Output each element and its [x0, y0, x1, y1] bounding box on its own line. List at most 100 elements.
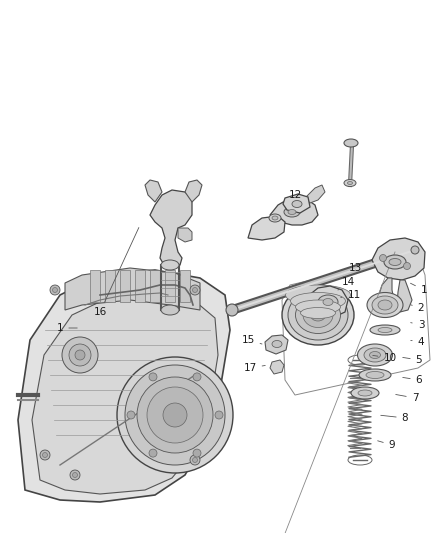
Ellipse shape: [389, 259, 401, 265]
Circle shape: [69, 344, 91, 366]
Circle shape: [42, 453, 47, 457]
Ellipse shape: [378, 300, 392, 310]
Ellipse shape: [351, 387, 379, 399]
Text: 16: 16: [93, 228, 139, 317]
Text: 13: 13: [342, 263, 362, 278]
Circle shape: [192, 287, 198, 293]
Ellipse shape: [364, 348, 386, 362]
Ellipse shape: [318, 295, 338, 309]
Circle shape: [379, 254, 386, 262]
Text: 1: 1: [410, 283, 427, 295]
Ellipse shape: [366, 372, 384, 378]
Circle shape: [75, 350, 85, 360]
Ellipse shape: [359, 369, 391, 381]
Circle shape: [53, 287, 57, 293]
Ellipse shape: [292, 200, 302, 207]
Circle shape: [62, 337, 98, 373]
Ellipse shape: [344, 139, 358, 147]
Text: 17: 17: [244, 363, 265, 373]
Ellipse shape: [357, 344, 392, 366]
Ellipse shape: [296, 296, 340, 334]
Ellipse shape: [300, 308, 336, 319]
Circle shape: [137, 377, 213, 453]
Text: 5: 5: [403, 355, 422, 365]
Polygon shape: [270, 198, 318, 225]
Circle shape: [149, 373, 157, 381]
Ellipse shape: [284, 207, 300, 217]
Ellipse shape: [290, 293, 346, 310]
Text: 9: 9: [378, 440, 396, 450]
Ellipse shape: [296, 300, 340, 314]
Text: 14: 14: [338, 277, 355, 290]
Polygon shape: [306, 286, 348, 318]
Ellipse shape: [384, 255, 406, 269]
Polygon shape: [397, 280, 412, 312]
Polygon shape: [150, 190, 192, 268]
Ellipse shape: [311, 309, 325, 321]
Circle shape: [190, 455, 200, 465]
Circle shape: [70, 470, 80, 480]
Polygon shape: [305, 185, 325, 203]
Ellipse shape: [344, 180, 356, 187]
Ellipse shape: [288, 290, 348, 340]
Ellipse shape: [269, 214, 281, 222]
Ellipse shape: [286, 285, 350, 305]
Polygon shape: [180, 270, 190, 302]
Circle shape: [50, 285, 60, 295]
Text: 10: 10: [373, 353, 396, 363]
Polygon shape: [32, 294, 218, 494]
Circle shape: [163, 403, 187, 427]
Circle shape: [40, 450, 50, 460]
Text: 12: 12: [288, 190, 302, 200]
Ellipse shape: [303, 303, 333, 327]
Polygon shape: [185, 180, 202, 202]
Ellipse shape: [347, 182, 353, 184]
Text: 8: 8: [381, 413, 408, 423]
Circle shape: [149, 449, 157, 457]
Polygon shape: [265, 335, 288, 354]
Polygon shape: [150, 270, 160, 302]
Circle shape: [190, 285, 200, 295]
Text: 3: 3: [411, 320, 424, 330]
Polygon shape: [90, 270, 100, 302]
Ellipse shape: [370, 325, 400, 335]
Circle shape: [193, 449, 201, 457]
Polygon shape: [105, 270, 115, 302]
Ellipse shape: [272, 216, 278, 220]
Circle shape: [125, 365, 225, 465]
Circle shape: [215, 411, 223, 419]
Text: 6: 6: [403, 375, 422, 385]
Ellipse shape: [272, 341, 282, 348]
Ellipse shape: [358, 390, 372, 396]
Text: 7: 7: [396, 393, 418, 403]
Circle shape: [117, 357, 233, 473]
Circle shape: [192, 457, 198, 463]
Circle shape: [411, 246, 419, 254]
Polygon shape: [283, 194, 310, 213]
Polygon shape: [372, 238, 425, 280]
Polygon shape: [65, 268, 200, 310]
Circle shape: [193, 373, 201, 381]
Text: 2: 2: [411, 303, 424, 313]
Circle shape: [403, 262, 410, 270]
Ellipse shape: [161, 260, 179, 270]
Ellipse shape: [161, 305, 179, 315]
Circle shape: [127, 411, 135, 419]
Ellipse shape: [323, 298, 333, 305]
Ellipse shape: [367, 293, 403, 318]
Ellipse shape: [288, 209, 296, 214]
Text: 1: 1: [57, 323, 77, 333]
Ellipse shape: [372, 296, 398, 314]
Polygon shape: [178, 228, 192, 242]
Circle shape: [226, 304, 238, 316]
Polygon shape: [18, 270, 230, 502]
Polygon shape: [145, 180, 162, 202]
Circle shape: [147, 387, 203, 443]
Polygon shape: [165, 270, 175, 302]
Ellipse shape: [378, 327, 392, 333]
Polygon shape: [378, 278, 395, 312]
Ellipse shape: [282, 285, 354, 345]
Text: 11: 11: [341, 290, 360, 300]
Ellipse shape: [370, 351, 381, 359]
Polygon shape: [270, 360, 284, 374]
